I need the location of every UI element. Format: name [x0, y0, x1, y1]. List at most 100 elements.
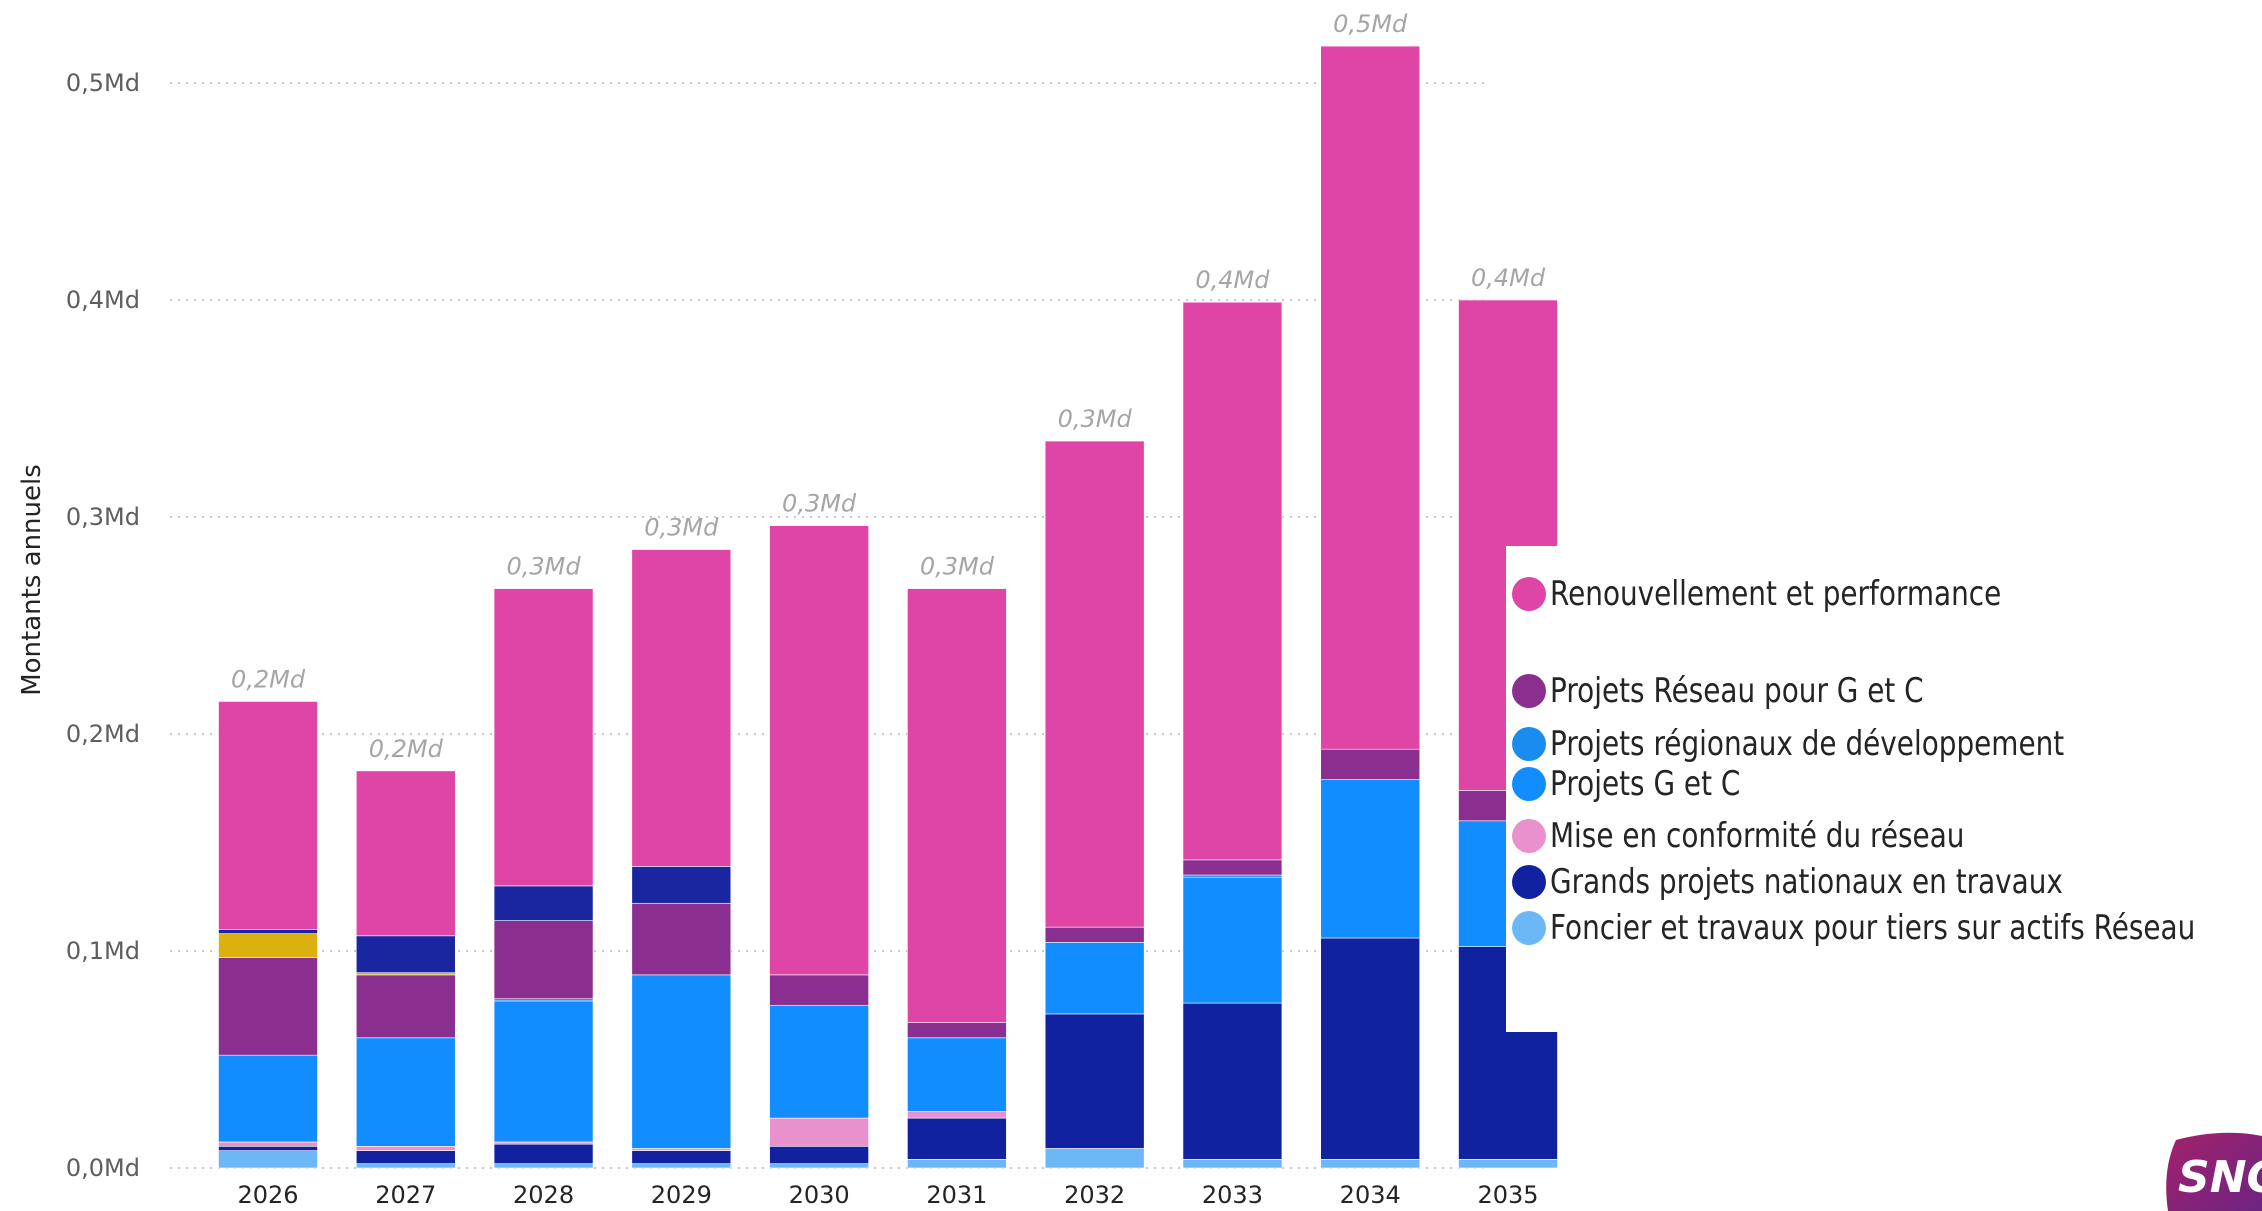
bar-segment[interactable] — [1044, 1013, 1145, 1149]
bar-segment[interactable] — [1044, 942, 1145, 1015]
bar-segment[interactable] — [1044, 1148, 1145, 1169]
bar-stack-2026[interactable] — [218, 701, 318, 1169]
bar-segment[interactable] — [631, 974, 732, 1149]
y-axis-ticks: 0,0Md 0,1Md 0,2Md 0,3Md 0,4Md 0,5Md — [66, 69, 140, 1182]
bar-segment[interactable] — [769, 1117, 869, 1147]
bar-segment[interactable] — [355, 974, 456, 1039]
total-data-label: 0,5Md — [1333, 10, 1408, 38]
bar-segment[interactable] — [769, 525, 869, 976]
bar-segment[interactable] — [1182, 876, 1283, 1004]
x-tick-label: 2029 — [651, 1181, 712, 1209]
bar-segment[interactable] — [907, 1117, 1007, 1160]
bar-segment[interactable] — [1182, 1002, 1283, 1160]
bar-segment[interactable] — [218, 928, 318, 934]
bar-segment[interactable] — [355, 972, 456, 976]
bar-segment[interactable] — [218, 701, 318, 930]
bar-segment[interactable] — [218, 1150, 318, 1169]
bar-segment[interactable] — [907, 1159, 1007, 1169]
bar-segment[interactable] — [218, 1054, 318, 1143]
bar-segment[interactable] — [218, 933, 318, 958]
data-labels: 0,2Md 0,2Md 0,3Md 0,3Md 0,3Md 0,3Md 0,3Md 0,4Md… — [231, 10, 1546, 763]
x-tick-label: 2028 — [513, 1181, 574, 1209]
legend-label: Mise en conformité du réseau — [1550, 816, 1965, 856]
bar-segment[interactable] — [769, 974, 869, 1006]
legend-item-projets-regionaux[interactable]: Projets régionaux de développement — [1512, 724, 2177, 764]
bar-segment[interactable] — [1320, 937, 1421, 1160]
bar-segment[interactable] — [631, 866, 732, 904]
bar-segment[interactable] — [769, 1004, 869, 1119]
bar-segment[interactable] — [907, 1022, 1007, 1039]
bar-segment[interactable] — [1182, 859, 1283, 876]
legend-swatch-icon — [1512, 911, 1546, 945]
bar-segment[interactable] — [1044, 440, 1145, 928]
bar-segment[interactable] — [218, 1141, 318, 1147]
bar-segment[interactable] — [218, 1146, 318, 1151]
legend-item-projets-g-c[interactable]: Projets G et C — [1512, 764, 1782, 804]
bar-segment[interactable] — [493, 998, 594, 1002]
legend-item-projets-reseau-g-c[interactable]: Projets Réseau pour G et C — [1512, 671, 2006, 711]
bar-segment[interactable] — [493, 1000, 594, 1143]
bar-segment[interactable] — [1320, 45, 1421, 750]
legend-item-foncier[interactable]: Foncier et travaux pour tiers sur actifs… — [1512, 908, 2262, 948]
bar-stack-2027[interactable] — [355, 770, 456, 1169]
bar-segment[interactable] — [631, 1163, 732, 1169]
bar-segment[interactable] — [907, 1037, 1007, 1112]
total-data-label: 0,2Md — [369, 735, 444, 763]
y-tick-label: 0,4Md — [66, 286, 140, 314]
legend-label: Projets G et C — [1550, 764, 1741, 804]
bar-segment[interactable] — [355, 1146, 456, 1151]
bar-segment[interactable] — [493, 920, 594, 1000]
legend-item-grands-projets[interactable]: Grands projets nationaux en travaux — [1512, 862, 2176, 902]
bar-segment[interactable] — [769, 1163, 869, 1169]
total-data-label: 0,3Md — [1058, 405, 1133, 433]
legend: Renouvellement et performance Projets Ré… — [1506, 546, 2256, 1032]
legend-item-mise-en-conformite[interactable]: Mise en conformité du réseau — [1512, 816, 2055, 856]
bar-segment[interactable] — [907, 1111, 1007, 1119]
bar-segment[interactable] — [355, 935, 456, 973]
bar-segment[interactable] — [493, 1141, 594, 1145]
bar-stack-2034[interactable] — [1320, 45, 1421, 1169]
bar-segment[interactable] — [493, 1143, 594, 1164]
bar-segment[interactable] — [631, 1150, 732, 1164]
bar-segment[interactable] — [1182, 301, 1283, 861]
bar-segment[interactable] — [1320, 1159, 1421, 1169]
bar-segment[interactable] — [1182, 1159, 1283, 1169]
bar-stack-2031[interactable] — [907, 588, 1007, 1169]
bar-segment[interactable] — [355, 1037, 456, 1147]
legend-swatch-icon — [1512, 865, 1546, 899]
legend-swatch-icon — [1512, 767, 1546, 801]
bar-segment[interactable] — [355, 1163, 456, 1169]
bar-segment[interactable] — [493, 1163, 594, 1169]
bar-segment[interactable] — [1320, 748, 1421, 780]
legend-item-renouvellement[interactable]: Renouvellement et performance — [1512, 574, 2100, 614]
x-tick-label: 2034 — [1340, 1181, 1401, 1209]
bar-segment[interactable] — [218, 957, 318, 1056]
bar-segment[interactable] — [355, 1150, 456, 1164]
sncf-logo: SNCF — [2162, 1130, 2262, 1211]
total-data-label: 0,3Md — [920, 553, 995, 581]
bar-segment[interactable] — [907, 588, 1007, 1023]
bar-segment[interactable] — [493, 588, 594, 887]
x-tick-label: 2030 — [789, 1181, 850, 1209]
bar-segment[interactable] — [769, 1146, 869, 1164]
total-data-label: 0,4Md — [1471, 264, 1546, 292]
bar-segment[interactable] — [631, 1148, 732, 1151]
bar-segment[interactable] — [631, 549, 732, 867]
y-axis-title: Montants annuels — [17, 464, 47, 696]
bar-segment[interactable] — [1044, 926, 1145, 943]
bar-segment[interactable] — [355, 770, 456, 937]
bar-stack-2028[interactable] — [493, 588, 594, 1169]
bar-segment[interactable] — [631, 902, 732, 976]
bar-stack-2029[interactable] — [631, 549, 732, 1169]
legend-swatch-icon — [1512, 727, 1546, 761]
bar-segment[interactable] — [493, 885, 594, 921]
bar-stack-2032[interactable] — [1044, 440, 1145, 1169]
bar-stack-2030[interactable] — [769, 525, 869, 1169]
bar-segment[interactable] — [1458, 1159, 1558, 1169]
bar-segment[interactable] — [1182, 874, 1283, 878]
bar-stack-2033[interactable] — [1182, 301, 1283, 1169]
y-tick-label: 0,3Md — [66, 503, 140, 531]
bar-segment[interactable] — [1320, 779, 1421, 939]
y-tick-label: 0,5Md — [66, 69, 140, 97]
